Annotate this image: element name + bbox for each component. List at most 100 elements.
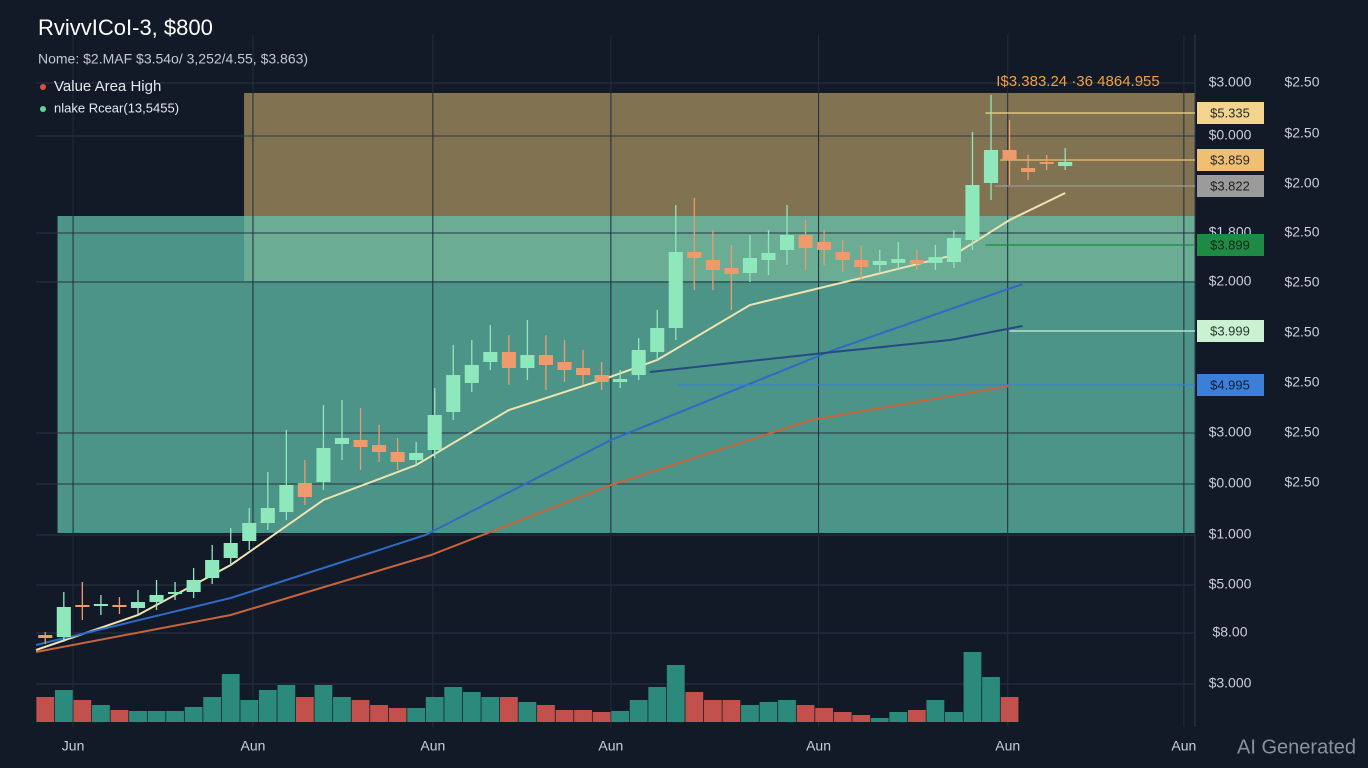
candle-body: [75, 605, 90, 607]
volume-bar: [295, 697, 314, 722]
candle-body: [409, 453, 424, 460]
x-tick-label: Jun: [62, 738, 85, 754]
candle-body: [279, 485, 294, 512]
volume-bar: [722, 700, 741, 722]
candle-body: [130, 602, 146, 608]
candle-body: [93, 604, 108, 606]
y2-tick-label: $2.50: [1284, 224, 1319, 240]
price-tag: [1197, 149, 1264, 171]
x-tick-label: Aun: [806, 738, 831, 754]
candle-body: [909, 260, 924, 264]
volume-bar: [778, 700, 796, 722]
volume-bar: [351, 700, 370, 722]
price-tag-label: $5.335: [1210, 105, 1250, 120]
volume-bar: [407, 708, 426, 722]
y2-tick-label: $2.50: [1284, 474, 1319, 490]
candle-body: [334, 438, 350, 444]
volume-bar: [907, 710, 926, 722]
candle-body: [353, 440, 368, 447]
volume-bar: [36, 697, 55, 722]
candle-body: [390, 452, 405, 462]
x-tick-label: Aun: [1171, 738, 1196, 754]
price-tag: [1197, 175, 1264, 197]
price-tag-label: $4.995: [1210, 377, 1250, 392]
candle-body: [965, 185, 980, 240]
candle-body: [223, 543, 238, 558]
x-tick-label: Aun: [241, 738, 266, 754]
volume-bar: [963, 652, 982, 722]
price-tag: [1197, 234, 1264, 256]
candle-body: [56, 607, 71, 637]
candle-body: [798, 235, 813, 248]
price-tag-label: $3.859: [1210, 152, 1250, 167]
candle-body: [38, 635, 53, 638]
volume-bar: [703, 700, 722, 722]
candle-body: [520, 355, 535, 368]
candle-body: [650, 328, 665, 352]
price-tag: [1197, 374, 1264, 396]
price-tag-label: $3.999: [1210, 323, 1250, 338]
volume-bar: [147, 711, 166, 722]
volume-bar: [425, 697, 444, 722]
candle-body: [946, 238, 961, 262]
volume-bar: [277, 685, 296, 722]
y2-tick-label: $2.50: [1284, 74, 1319, 90]
y-tick-label: $0.000: [1209, 475, 1252, 491]
candle-body: [835, 252, 850, 260]
watermark: AI Generated: [1237, 736, 1356, 758]
y-tick-label: $8.00: [1212, 624, 1247, 640]
volume-bar: [203, 697, 222, 722]
volume-bar: [796, 705, 815, 722]
volume-bar: [685, 692, 704, 722]
value-zone: [57, 216, 1196, 533]
y2-tick-label: $2.50: [1284, 125, 1319, 141]
volume-bar: [499, 697, 518, 722]
volume-bar: [184, 707, 203, 722]
candle-body: [168, 592, 183, 594]
annotation: I$3.383.24 ·36 4864.955: [996, 73, 1159, 90]
volume-bar: [592, 712, 611, 722]
volume-bar: [1000, 697, 1019, 722]
candle-body: [1002, 150, 1017, 160]
y-tick-label: $3.000: [1209, 74, 1252, 90]
candle-body: [538, 355, 554, 365]
y-tick-label: $5.000: [1209, 576, 1252, 592]
x-tick-label: Aun: [420, 738, 445, 754]
chart-title: RvivvICoI-3, $800: [38, 15, 213, 40]
volume-bar: [481, 697, 500, 722]
y-tick-label: $3.000: [1209, 424, 1252, 440]
price-tag-label: $3.822: [1210, 178, 1250, 193]
volume-bar: [54, 690, 73, 722]
volume-bar: [574, 710, 592, 722]
x-tick-label: Aun: [598, 738, 623, 754]
volume-bar: [852, 715, 871, 722]
volume-bar: [833, 712, 852, 722]
candle-body: [1039, 162, 1054, 164]
candle-body: [446, 375, 461, 412]
candle-body: [205, 560, 220, 578]
candle-body: [817, 242, 832, 250]
volume-bar: [555, 710, 574, 722]
volume-bar: [110, 710, 129, 722]
candle-body: [501, 352, 516, 368]
candle-body: [724, 268, 739, 274]
price-tag: [1197, 320, 1264, 342]
volume-bar: [444, 687, 463, 722]
y2-tick-label: $2.00: [1284, 175, 1319, 191]
volume-bar: [518, 702, 537, 722]
volume-bar: [629, 700, 648, 722]
volume-bar: [129, 711, 147, 722]
candle-body: [149, 595, 164, 602]
candle-body: [297, 483, 312, 497]
candle-body: [372, 445, 387, 452]
candle-body: [483, 352, 498, 362]
volume-bar: [462, 692, 481, 722]
legend-marker: [40, 106, 46, 112]
price-tag-label: $3.899: [1210, 237, 1250, 252]
volume-bar: [388, 708, 407, 722]
moving-average: [649, 325, 1023, 373]
candle-body: [742, 258, 757, 273]
candle-body: [854, 260, 869, 267]
volume-bar: [741, 705, 759, 722]
